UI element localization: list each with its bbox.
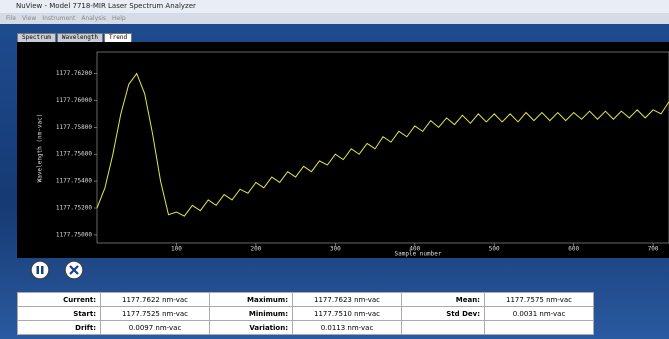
stats-row: Drift: 0.0097 nm-vac Variation: 0.0113 nm-v… (17, 320, 594, 335)
stats-table: Current: 1177.7622 nm-vac Maximum: 1177.762… (17, 292, 594, 335)
x-tick-label: 500 (489, 246, 500, 253)
pause-button[interactable] (30, 260, 50, 280)
stat-value: 1177.7510 nm-vac (292, 306, 402, 321)
stat-label: Drift: (17, 320, 101, 335)
y-tick-label: 1177.75400 (56, 178, 93, 185)
y-tick-label: 1177.75600 (56, 151, 93, 158)
title-bar: NuView - Model 7718-MIR Laser Spectrum A… (0, 0, 669, 13)
stat-value: 0.0031 nm-vac (484, 306, 594, 321)
plot-frame (96, 51, 669, 244)
empty-cell (484, 320, 594, 335)
stat-label: Minimum: (209, 306, 293, 321)
y-tick-label: 1177.75000 (56, 231, 93, 238)
y-axis-title: Wavelength (nm-vac) (37, 114, 44, 183)
menu-item[interactable]: File (6, 15, 17, 22)
x-tick-label: 200 (250, 246, 261, 253)
x-tick-label: 300 (330, 246, 341, 253)
menu-item[interactable]: Analysis (81, 15, 107, 22)
menu-item[interactable]: Instrument (42, 15, 76, 22)
empty-cell (401, 320, 485, 335)
x-tick-label: 600 (568, 246, 579, 253)
menu-bar: File View Instrument Analysis Help (0, 13, 669, 24)
x-axis-title: Sample number (395, 251, 442, 258)
stat-label: Start: (17, 306, 101, 321)
stat-value: 1177.7525 nm-vac (100, 306, 210, 321)
chart-background (17, 42, 669, 258)
x-tick-label: 100 (171, 246, 182, 253)
stat-label: Current: (17, 292, 101, 307)
stat-value: 1177.7623 nm-vac (292, 292, 402, 307)
x-tick-label: 700 (648, 246, 659, 253)
stat-label: Std Dev: (401, 306, 485, 321)
x-tick-label: 400 (409, 246, 420, 253)
stop-button[interactable] (64, 260, 84, 280)
stat-label: Maximum: (209, 292, 293, 307)
stats-row: Current: 1177.7622 nm-vac Maximum: 1177.762… (17, 292, 594, 307)
stat-value: 1177.7622 nm-vac (100, 292, 210, 307)
stat-label: Variation: (209, 320, 293, 335)
menu-item[interactable]: View (22, 15, 37, 22)
y-tick-label: 1177.75200 (56, 205, 93, 212)
stat-value: 0.0097 nm-vac (100, 320, 210, 335)
stat-value: 1177.7575 nm-vac (484, 292, 594, 307)
stat-label: Mean: (401, 292, 485, 307)
y-tick-label: 1177.75800 (56, 124, 93, 131)
y-tick-label: 1177.76200 (56, 70, 93, 77)
trend-line (96, 72, 669, 217)
stat-value: 0.0113 nm-vac (292, 320, 402, 335)
menu-item[interactable]: Help (112, 15, 126, 22)
y-tick-label: 1177.76000 (56, 97, 93, 104)
stats-row: Start: 1177.7525 nm-vac Minimum: 1177.7510 … (17, 306, 594, 321)
